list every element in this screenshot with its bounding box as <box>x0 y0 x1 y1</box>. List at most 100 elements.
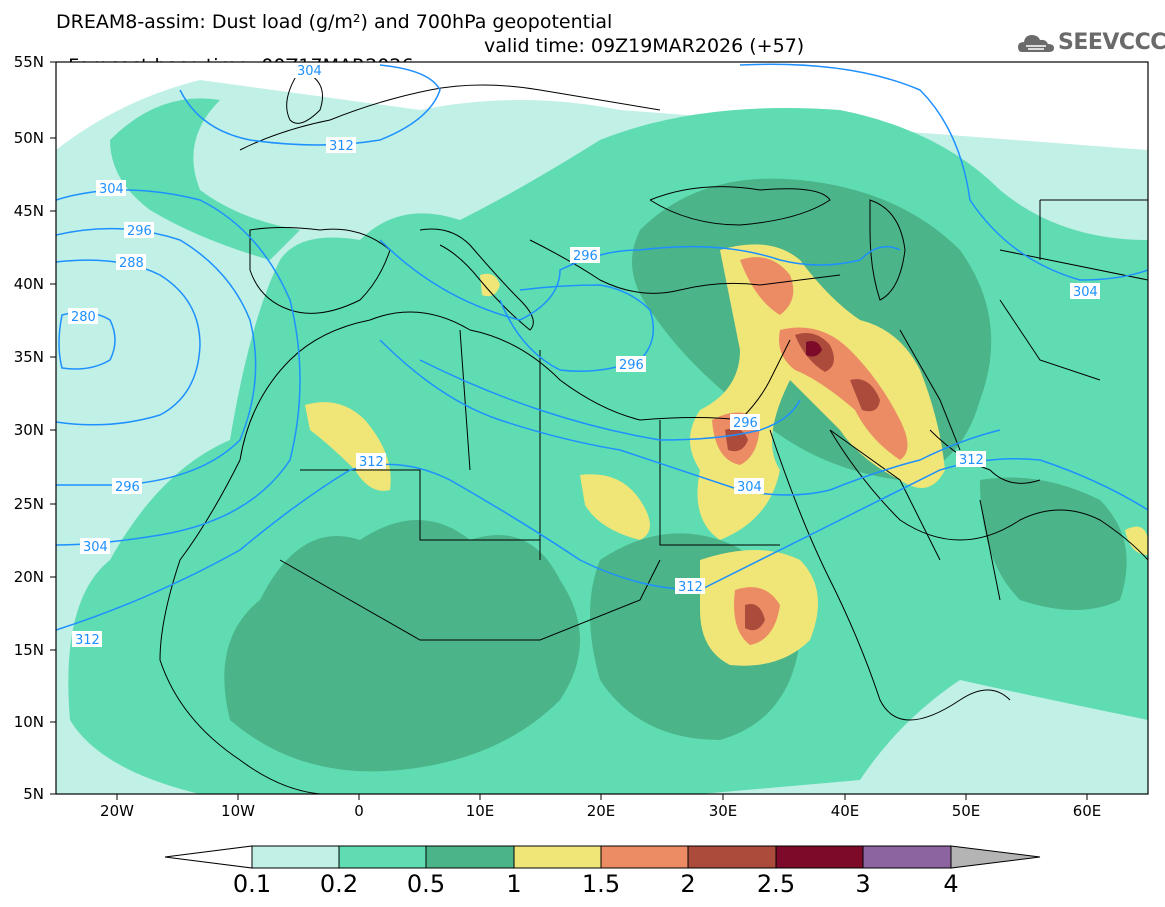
contour-label: 304 <box>83 540 108 555</box>
cloud-logo-icon <box>1018 35 1054 52</box>
lat-label: 55N <box>14 53 44 71</box>
map-title: DREAM8-assim: Dust load (g/m²) and 700hP… <box>56 11 613 33</box>
lat-label: 20N <box>14 568 44 586</box>
contour-304-mid <box>379 339 1001 496</box>
contour-304-west <box>56 189 301 546</box>
colorbar-segment <box>687 845 777 869</box>
contour-304-north <box>739 63 1148 281</box>
contour-label: 312 <box>959 453 984 468</box>
colorbar-segment <box>425 845 515 869</box>
colorbar-label: 4 <box>943 870 959 898</box>
lon-label: 20W <box>100 802 134 820</box>
contour-label: 296 <box>619 358 644 373</box>
contour-label: 280 <box>71 310 96 325</box>
colorbar-segment <box>600 845 689 869</box>
contour-312-north <box>179 64 441 146</box>
coast-gulf <box>929 429 1041 484</box>
colorbar-segment <box>338 845 427 869</box>
lon-label: 50E <box>952 802 981 820</box>
contour-label: 304 <box>1073 285 1098 300</box>
border-iran <box>899 299 1101 451</box>
colorbar-low-arrow <box>164 845 253 869</box>
colorbar-label: 3 <box>855 870 871 898</box>
lat-axis <box>50 61 56 795</box>
dust-band-1-e <box>480 273 500 297</box>
dust-band-2-b <box>850 379 880 412</box>
lon-label: 10W <box>221 802 255 820</box>
lon-labels: 20W 10W 0 10E 20E 30E 40E 50E 60E <box>100 802 1101 820</box>
contour-label: 312 <box>329 139 354 154</box>
lat-label: 40N <box>14 275 44 293</box>
coast-balkans-turkey <box>529 239 841 294</box>
lon-label: 20E <box>587 802 616 820</box>
border-sahara-1 <box>300 469 540 541</box>
contour-label: 304 <box>99 182 124 197</box>
contour-label-boxes: 304 312 304 296 288 280 296 304 312 296 … <box>68 62 1100 648</box>
contour-label: 296 <box>115 480 140 495</box>
colorbar-label: 0.2 <box>319 870 359 898</box>
contour-label: 304 <box>737 480 762 495</box>
lon-label: 30E <box>709 802 738 820</box>
lat-label: 45N <box>14 202 44 220</box>
lat-label: 5N <box>23 785 44 803</box>
valid-time: valid time: 09Z19MAR2026 (+57) <box>484 35 805 57</box>
contour-label: 296 <box>127 224 152 239</box>
contour-label: 296 <box>733 416 758 431</box>
colorbar-label: 1.5 <box>581 870 621 898</box>
lon-label: 60E <box>1073 802 1102 820</box>
contour-296-med <box>379 239 901 321</box>
contour-296-south <box>419 359 801 441</box>
lat-label: 35N <box>14 348 44 366</box>
dust-band-0.2-north <box>110 98 300 260</box>
coast-arabia <box>829 429 1148 561</box>
dust-band-1-f <box>1125 526 1148 555</box>
lat-labels: 55N 50N 45N 40N 35N 30N 25N 20N 15N 10N … <box>14 53 44 803</box>
coast-iberia <box>249 227 391 314</box>
dust-band-1.5-a <box>740 257 794 315</box>
border-arabia <box>829 429 1001 601</box>
dust-fields <box>56 80 1148 794</box>
coast-italy <box>419 228 534 331</box>
coast-caspian <box>869 199 906 301</box>
coast-africa-west <box>159 459 321 794</box>
lon-label: 0 <box>354 802 364 820</box>
coast-europe-north <box>239 84 661 151</box>
dust-band-2-d <box>745 604 765 631</box>
colorbar-label: 0.5 <box>406 870 446 898</box>
colorbar-label: 0.1 <box>232 870 272 898</box>
contour-label: 312 <box>75 633 100 648</box>
contour-label: 296 <box>573 249 598 264</box>
borders <box>159 69 1148 794</box>
lon-label: 10E <box>466 802 495 820</box>
coast-britain <box>286 69 323 124</box>
colorbar-label: 2.5 <box>756 870 796 898</box>
dust-band-1-d <box>580 474 650 540</box>
colorbar-segment <box>862 845 952 869</box>
border-sahel <box>279 559 661 641</box>
dust-band-0.5-d <box>980 477 1127 610</box>
contour-296-inner <box>499 284 655 372</box>
colorbar-segment <box>251 845 340 869</box>
lat-label: 30N <box>14 421 44 439</box>
lon-axis <box>116 794 1088 800</box>
coast-red-sea <box>769 429 1011 721</box>
lat-label: 15N <box>14 641 44 659</box>
lat-label: 25N <box>14 495 44 513</box>
dust-band-0.5-a <box>224 520 581 772</box>
coast-black-sea <box>649 186 831 226</box>
colorbar-segment <box>513 845 602 869</box>
contour-label: 312 <box>359 455 384 470</box>
contour-label: 288 <box>119 256 144 271</box>
colorbar-label: 2 <box>680 870 696 898</box>
dust-band-2.5 <box>806 341 822 357</box>
lon-label: 40E <box>831 802 860 820</box>
map-frame <box>55 61 1149 795</box>
lat-label: 50N <box>14 129 44 147</box>
contour-label: 312 <box>678 580 703 595</box>
colorbar-label: 1 <box>506 870 522 898</box>
coast-africa-north <box>239 311 791 461</box>
colorbar <box>164 845 1041 869</box>
logo-text: SEEVCCC <box>1058 30 1165 55</box>
border-sahara-2 <box>459 329 780 560</box>
